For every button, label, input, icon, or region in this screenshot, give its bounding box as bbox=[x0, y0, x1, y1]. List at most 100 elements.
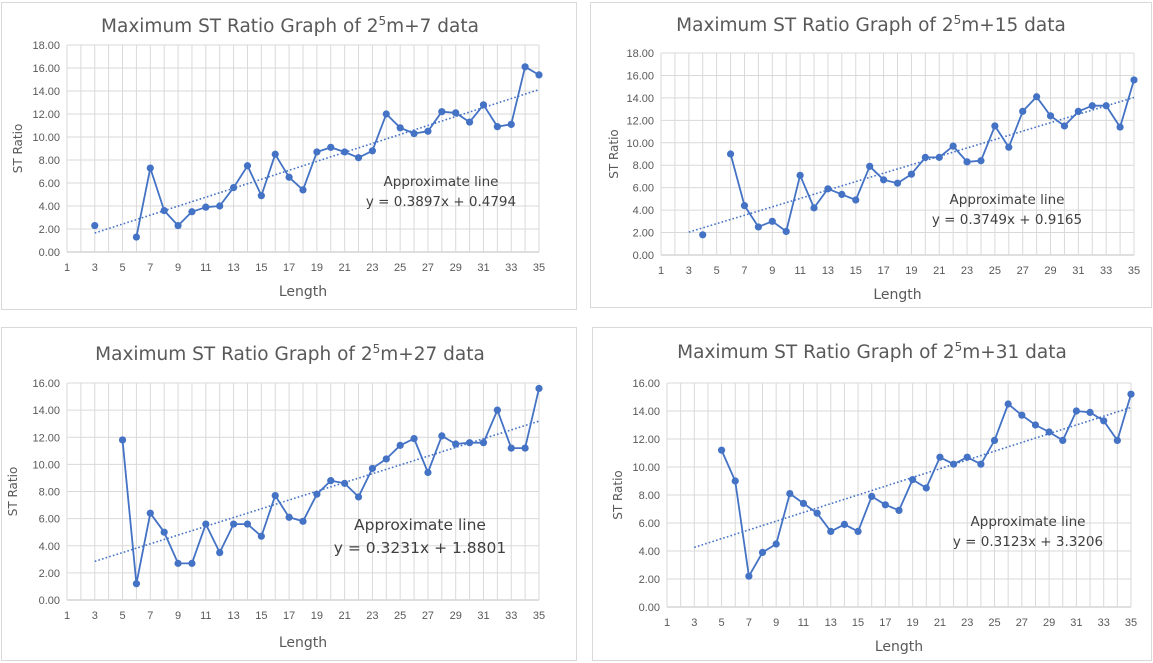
data-point bbox=[1088, 102, 1096, 110]
data-point bbox=[799, 499, 808, 507]
data-point bbox=[731, 477, 739, 485]
y-tick-label: 2.00 bbox=[39, 568, 60, 580]
y-tick-label: 4.00 bbox=[39, 201, 60, 213]
y-tick-label: 2.00 bbox=[639, 574, 660, 586]
x-tick-label: 3 bbox=[92, 262, 98, 274]
data-point bbox=[963, 158, 971, 166]
y-tick-label: 2.00 bbox=[39, 224, 60, 236]
y-tick-label: 14.00 bbox=[32, 86, 60, 98]
data-point bbox=[229, 520, 238, 528]
x-tick-label: 21 bbox=[933, 265, 945, 277]
data-point bbox=[1113, 436, 1121, 444]
trendline-equation: y = 0.3897x + 0.4794 bbox=[366, 194, 516, 210]
data-point bbox=[868, 492, 876, 500]
data-point bbox=[717, 446, 726, 454]
data-point bbox=[188, 208, 196, 216]
data-point bbox=[758, 548, 767, 556]
y-tick-label: 14.00 bbox=[32, 405, 60, 417]
x-tick-label: 1 bbox=[658, 265, 664, 277]
data-point bbox=[341, 479, 349, 487]
data-point bbox=[866, 162, 874, 170]
x-tick-label: 15 bbox=[255, 262, 267, 274]
y-tick-label: 8.00 bbox=[39, 155, 60, 167]
data-point bbox=[977, 460, 985, 468]
y-tick-label: 8.00 bbox=[633, 160, 654, 172]
data-point bbox=[535, 71, 543, 79]
data-point bbox=[768, 217, 776, 225]
x-tick-label: 33 bbox=[505, 262, 517, 274]
x-tick-label: 15 bbox=[255, 610, 267, 622]
y-tick-label: 18.00 bbox=[626, 48, 654, 60]
x-tick-label: 27 bbox=[422, 610, 434, 622]
x-tick-label: 17 bbox=[283, 610, 295, 622]
data-point bbox=[424, 127, 432, 135]
x-tick-label: 35 bbox=[1125, 617, 1137, 629]
data-point bbox=[1059, 436, 1067, 444]
y-tick-label: 18.00 bbox=[32, 40, 60, 52]
data-point bbox=[327, 477, 335, 485]
trendline bbox=[94, 88, 540, 234]
data-point bbox=[895, 506, 903, 514]
x-tick-label: 15 bbox=[852, 617, 864, 629]
data-point bbox=[827, 527, 835, 535]
chart-title-part: Maximum ST Ratio Graph of 2 bbox=[677, 342, 954, 363]
y-tick-label: 0.00 bbox=[39, 247, 60, 259]
data-point bbox=[782, 227, 790, 236]
x-tick-label: 35 bbox=[1128, 265, 1140, 277]
x-tick-label: 29 bbox=[1043, 617, 1055, 629]
x-tick-label: 19 bbox=[907, 617, 919, 629]
data-point bbox=[174, 559, 182, 567]
data-point bbox=[313, 490, 321, 498]
data-point bbox=[354, 493, 363, 501]
y-axis-label: ST Ratio bbox=[6, 467, 20, 517]
chart-title-part: Maximum ST Ratio Graph of 2 bbox=[95, 344, 372, 365]
data-point bbox=[521, 63, 529, 71]
x-tick-label: 13 bbox=[227, 610, 239, 622]
x-tick-label: 17 bbox=[877, 265, 889, 277]
data-point bbox=[410, 435, 418, 443]
x-tick-label: 5 bbox=[119, 262, 125, 274]
x-tick-label: 5 bbox=[714, 265, 720, 277]
annotation-label: Approximate line bbox=[384, 174, 499, 190]
data-point bbox=[936, 453, 944, 461]
chart-title: Maximum ST Ratio Graph of 25m+31 data bbox=[677, 340, 1067, 363]
data-point bbox=[1033, 93, 1041, 101]
data-point bbox=[991, 122, 999, 130]
y-tick-label: 4.00 bbox=[633, 205, 654, 217]
chart-title: Maximum ST Ratio Graph of 25m+15 data bbox=[676, 13, 1066, 36]
x-axis-label: Length bbox=[279, 635, 327, 651]
trendline-equation: y = 0.3749x + 0.9165 bbox=[932, 212, 1082, 228]
data-point bbox=[132, 580, 141, 588]
data-point bbox=[1086, 408, 1094, 416]
data-point bbox=[396, 441, 404, 449]
data-point bbox=[949, 142, 957, 150]
x-tick-label: 11 bbox=[798, 617, 809, 629]
y-tick-label: 6.00 bbox=[39, 178, 60, 190]
data-point bbox=[382, 455, 390, 463]
data-point bbox=[257, 192, 265, 200]
data-point bbox=[452, 440, 460, 448]
y-tick-label: 12.00 bbox=[32, 432, 60, 444]
data-point bbox=[840, 520, 849, 528]
y-tick-label: 6.00 bbox=[39, 514, 60, 526]
x-tick-label: 29 bbox=[1044, 265, 1056, 277]
chart-title-part: m+7 data bbox=[386, 16, 479, 37]
chart-title-part: m+15 data bbox=[961, 15, 1066, 36]
x-tick-label: 33 bbox=[1098, 617, 1110, 629]
y-tick-label: 6.00 bbox=[633, 183, 654, 195]
y-tick-label: 16.00 bbox=[626, 70, 654, 82]
trendline-equation: y = 0.3231x + 1.8801 bbox=[334, 539, 507, 557]
x-tick-label: 25 bbox=[988, 617, 1000, 629]
y-tick-label: 10.00 bbox=[632, 462, 660, 474]
y-tick-label: 12.00 bbox=[32, 109, 60, 121]
y-axis-label: ST Ratio bbox=[607, 129, 621, 179]
x-tick-label: 11 bbox=[200, 262, 211, 274]
x-tick-label: 13 bbox=[227, 262, 239, 274]
x-tick-label: 9 bbox=[175, 610, 181, 622]
y-tick-label: 16.00 bbox=[32, 63, 60, 75]
x-tick-label: 1 bbox=[64, 610, 70, 622]
data-point bbox=[271, 150, 279, 158]
data-point bbox=[216, 548, 224, 557]
chart-title: Maximum ST Ratio Graph of 25m+7 data bbox=[101, 14, 479, 37]
x-tick-label: 23 bbox=[961, 265, 973, 277]
